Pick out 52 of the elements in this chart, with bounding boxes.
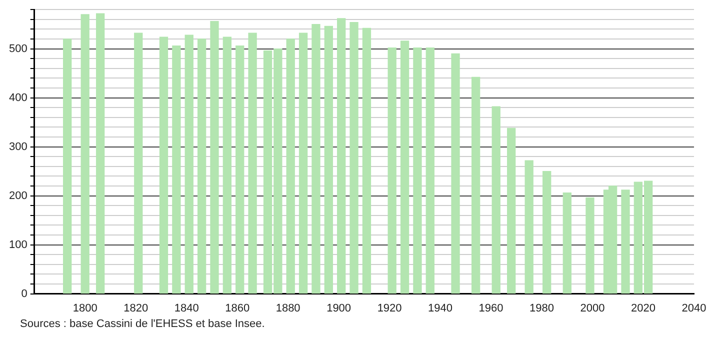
bar [159,36,168,294]
bar [492,106,500,294]
bar [562,192,572,294]
bar [298,32,308,294]
bar [507,128,516,294]
x-tick-label: 1840 [174,302,199,314]
bar [471,76,480,294]
bar [524,160,534,294]
bar [388,47,396,294]
bar [350,22,358,294]
bar [413,47,422,294]
x-tick-label: 1820 [124,302,148,314]
bar [80,14,90,294]
bar [134,32,143,294]
y-tick-label: 500 [8,42,28,55]
x-tick-label: 2000 [580,302,605,314]
bar [63,38,72,294]
bar [451,53,460,294]
y-tick-label: 400 [8,92,28,104]
bar [400,40,410,294]
bar [542,170,552,294]
bar [96,13,105,294]
bar [362,28,372,294]
bar [172,46,181,294]
x-tick-label: 2040 [682,302,706,314]
bar [621,190,630,294]
bar [337,18,346,294]
y-tick-label: 100 [8,238,28,251]
bar [248,32,257,294]
bar [210,21,219,294]
x-tick-label: 1860 [225,302,250,314]
source-note: Sources : base Cassini de l'EHESS et base Insee. [20,318,265,330]
x-tick-label: 1960 [478,302,504,314]
bar [222,36,232,294]
x-tick-label: 1880 [276,302,300,314]
bar [184,34,194,294]
x-tick-label: 1800 [72,302,98,314]
x-tick-label: 1940 [428,302,453,314]
bar [426,47,434,294]
x-tick-label: 1920 [377,302,402,314]
bar [197,38,206,294]
x-tick-label: 2020 [631,302,656,314]
bar [286,38,295,294]
y-tick-label: 200 [8,190,28,202]
x-tick-label: 1900 [326,302,352,314]
x-tick-label: 1980 [530,302,554,314]
y-tick-label: 300 [8,140,28,153]
y-tick-label: 0 [21,288,28,300]
bar [586,197,594,294]
bar [324,26,333,294]
bar [236,46,244,294]
bar [312,24,320,294]
